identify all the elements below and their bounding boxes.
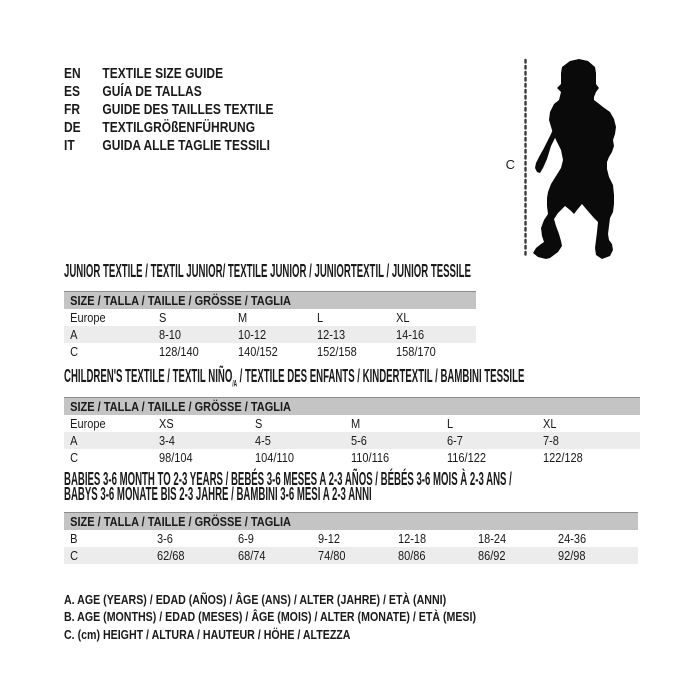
svg-text:C: C — [506, 157, 515, 172]
